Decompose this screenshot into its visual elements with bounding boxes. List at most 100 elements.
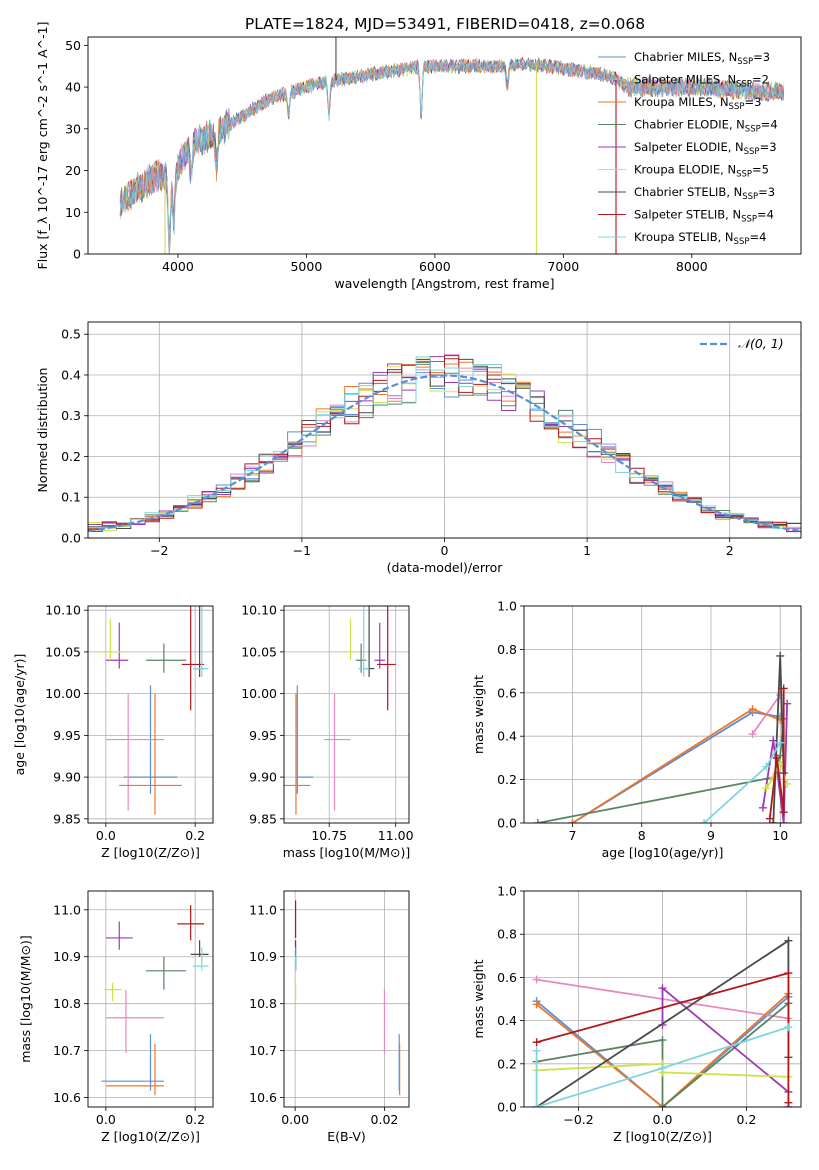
x-tick-label: −2 [150, 543, 168, 558]
y-tick-label: 0.6 [497, 970, 517, 985]
x-axis-label: (data-model)/error [387, 560, 504, 575]
weight-marker [784, 936, 793, 945]
y-tick-label: 10.8 [53, 996, 81, 1011]
errorbar-kroupa-stelib [358, 606, 370, 677]
x-axis-label: Z [log10(Z/Z⊙)] [101, 845, 200, 860]
residuals-panel: −2 −1 0 1 2 0.0 0.1 0.2 0.3 0.4 0.5 (data-model)/er… [35, 321, 802, 575]
x-tick-label: 8000 [676, 259, 708, 274]
weight-marker [658, 1103, 667, 1107]
y-tick-label: 10.9 [249, 949, 277, 964]
y-tick-label: 11.0 [53, 902, 81, 917]
y-axis-label: Flux [f_λ 10^-17 erg cm^-2 s^-1 A^-1] [35, 22, 50, 270]
errorbar-kroupa-miles [105, 1043, 164, 1096]
x-tick-label: 9 [707, 828, 715, 843]
y-tick-label: 10.05 [241, 644, 277, 659]
errorbar-salpeter-elodie [105, 622, 129, 669]
x-tick-label: 5000 [290, 259, 322, 274]
legend-entry-kroupa-stelib: Kroupa STELIB, NSSP=4 [634, 230, 766, 247]
weight-marker [762, 784, 771, 793]
x-tick-label: 0.2 [185, 828, 205, 843]
mass_vs_Z-panel: 0.0 0.2 10.6 10.7 10.8 10.9 11.0 Z [log10(Z/Z⊙)… [18, 890, 214, 1144]
y-tick-label: 0.8 [497, 927, 517, 942]
weight-line-chabrier-elodie [533, 714, 788, 823]
x-tick-label: 0.2 [736, 1112, 756, 1127]
axes-frame [523, 605, 802, 824]
age_vs_mass-panel: 10.75 11.00 9.85 9.90 9.95 10.00 10.05 10.10 mas… [241, 603, 413, 860]
y-tick-label: 40 [65, 80, 81, 95]
weight-marker [658, 1036, 667, 1045]
y-axis-label: Normed distribution [35, 368, 50, 493]
weight-marker [532, 1103, 541, 1107]
weight-line-kroupa-stelib [700, 738, 785, 823]
y-tick-label: 10.00 [45, 686, 81, 701]
weight-marker [532, 975, 541, 984]
y-tick-label: 9.90 [53, 770, 81, 785]
x-tick-label: 0.00 [281, 1112, 309, 1127]
weight-marker [772, 753, 781, 762]
y-tick-label: 10.05 [45, 644, 81, 659]
x-tick-label: 7000 [547, 259, 579, 274]
y-tick-label: 0.6 [497, 685, 517, 700]
histogram-kroupa-stelib [88, 356, 801, 538]
weight-marker [748, 705, 757, 714]
y-tick-label: 10.10 [45, 603, 81, 618]
errorbar-salpeter-stelib [181, 606, 205, 711]
weight-marker [784, 1023, 793, 1032]
y-tick-label: 1.0 [497, 884, 517, 899]
spectrum-panel: 4000 5000 6000 7000 8000 0 10 20 30 40 50 wavelengt… [35, 22, 802, 291]
axes-frame [87, 36, 802, 255]
y-tick-label: 0.2 [61, 449, 81, 464]
spectrum-line-kroupa-stelib [119, 57, 785, 254]
weight-marker [700, 819, 709, 823]
weight-line [536, 992, 790, 1107]
y-axis-label: age [log10(age/yr)] [12, 654, 27, 776]
mass_vs_ebv-panel: 0.00 0.02 10.6 10.7 10.8 10.9 11.0 E(B-V) [249, 890, 410, 1144]
y-tick-label: 30 [65, 121, 81, 136]
weight-marker [762, 762, 771, 771]
residuals-legend: 𝒩(0, 1) [700, 336, 784, 351]
errorbar-salpeter-miles [105, 693, 164, 811]
errorbar-salpeter-elodie [105, 921, 133, 950]
y-tick-label: 0.0 [497, 1100, 517, 1115]
y-tick-label: 10.10 [241, 603, 277, 618]
x-tick-label: 4000 [162, 259, 194, 274]
y-tick-label: 9.95 [249, 728, 277, 743]
errorbar-chabrier-elodie [146, 643, 187, 673]
x-tick-label: 7 [568, 828, 576, 843]
weight-line [572, 708, 781, 823]
axes-frame [283, 890, 410, 1108]
spectrum-plot-area [119, 37, 785, 254]
x-axis-label: mass [log10(M/M⊙)] [283, 845, 411, 860]
x-axis-label: age [log10(age/yr)] [602, 845, 724, 860]
x-tick-label: 0.2 [185, 1112, 205, 1127]
x-tick-label: 10.75 [311, 828, 347, 843]
errorbar-kroupa-stelib [192, 606, 209, 677]
legend-entry-salpeter-elodie: Salpeter ELODIE, NSSP=3 [634, 140, 777, 157]
mass_vs_Z-plot-area [101, 905, 209, 1096]
legend-entry-chabrier-miles: Chabrier MILES, NSSP=3 [634, 50, 770, 67]
x-tick-label: 0.0 [96, 828, 116, 843]
y-tick-label: 0.3 [61, 408, 81, 423]
weight_vs_Z-panel: −0.2 0.0 0.2 0.0 0.2 0.4 0.6 0.8 1.0 Z [log10(Z/Z… [471, 884, 802, 1144]
y-axis-label: mass [log10(M/M⊙)] [18, 935, 33, 1063]
errorbar-chabrier-miles [101, 1034, 164, 1091]
y-tick-label: 50 [65, 38, 81, 53]
y-tick-label: 10.7 [249, 1043, 277, 1058]
residuals-plot-area [88, 354, 801, 538]
weight-line-chabrier-miles [568, 708, 785, 823]
weight-marker [658, 1064, 667, 1073]
y-tick-label: 10.9 [53, 949, 81, 964]
errorbar-salpeter-miles [105, 989, 164, 1053]
weight-marker [765, 814, 774, 823]
y-tick-label: 20 [65, 163, 81, 178]
y-tick-label: 11.0 [249, 902, 277, 917]
weight-marker [779, 684, 788, 693]
errorbar-salpeter-stelib [377, 606, 396, 711]
y-tick-label: 9.95 [53, 728, 81, 743]
axes-frame [87, 890, 214, 1108]
weight_vs_age-plot-area [533, 651, 792, 823]
weight_vs_Z-plot-area [532, 936, 793, 1107]
errorbar-salpeter-elodie [374, 622, 386, 669]
x-axis-label: wavelength [Angstrom, rest frame] [334, 276, 554, 291]
